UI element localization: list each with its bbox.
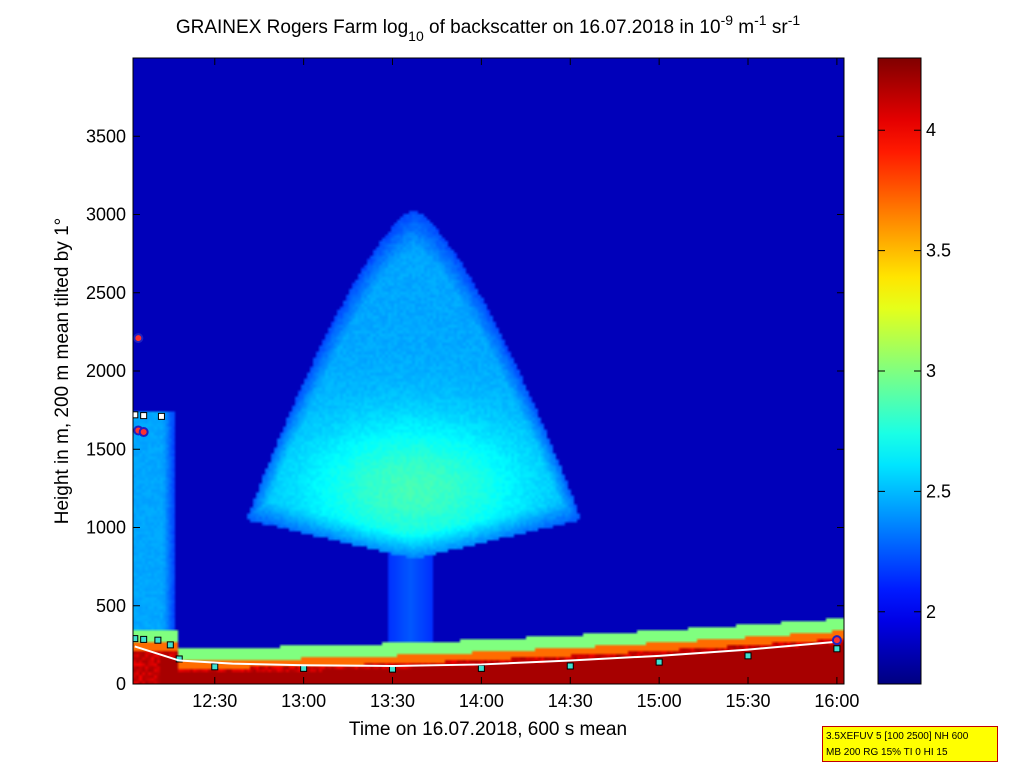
circle-marker xyxy=(138,427,149,438)
y-tick-label: 1500 xyxy=(86,439,126,459)
colorbar: 2 2.5 3 3.5 4 xyxy=(877,57,951,685)
x-axis-label: Time on 16.07.2018, 600 s mean xyxy=(349,719,627,740)
x-tick-label: 15:00 xyxy=(637,691,682,711)
square-marker xyxy=(477,664,485,672)
square-marker xyxy=(300,664,308,672)
colorbar-tick-label: 2.5 xyxy=(926,481,951,501)
square-marker xyxy=(833,645,841,653)
square-marker xyxy=(166,641,174,649)
colorbar-gradient xyxy=(878,58,921,684)
boundary-line xyxy=(134,640,837,668)
backscatter-heatmap xyxy=(133,58,844,684)
y-tick-label: 3000 xyxy=(86,205,126,225)
y-tick-label: 2000 xyxy=(86,361,126,381)
settings-info-box: 3.5XEFUV 5 [100 2500] NH 600 MB 200 RG 1… xyxy=(822,726,998,762)
x-tick-label: 15:30 xyxy=(725,691,770,711)
square-marker xyxy=(133,411,139,419)
colorbar-tick-label: 2 xyxy=(926,602,936,622)
title-superscript-2: -1 xyxy=(754,12,767,28)
colorbar-tick-label: 4 xyxy=(926,120,936,140)
y-axis-label: Height in m, 200 m mean tilted by 1° xyxy=(52,218,73,524)
y-tick-label: 3500 xyxy=(86,126,126,146)
square-marker xyxy=(133,635,139,643)
y-tick-label: 500 xyxy=(96,596,126,616)
circle-marker xyxy=(831,635,842,646)
circle-marker xyxy=(133,333,144,344)
square-marker xyxy=(140,635,148,643)
x-tick-label: 14:30 xyxy=(548,691,593,711)
square-marker xyxy=(655,658,663,666)
plot-area xyxy=(132,57,845,685)
square-marker xyxy=(211,663,219,671)
colorbar-ticks: 2 2.5 3 3.5 4 xyxy=(878,120,951,622)
y-tick-label: 2500 xyxy=(86,283,126,303)
title-subscript: 10 xyxy=(408,28,424,44)
y-axis-ticks: 0 500 1000 1500 2000 2500 3000 3500 xyxy=(86,126,844,694)
x-tick-label: 13:30 xyxy=(370,691,415,711)
square-marker xyxy=(389,665,397,673)
x-tick-label: 13:00 xyxy=(281,691,326,711)
square-marker xyxy=(744,652,752,660)
title-superscript-1: -9 xyxy=(721,12,734,28)
square-marker xyxy=(154,636,162,644)
y-tick-label: 0 xyxy=(116,674,126,694)
colorbar-tick-label: 3 xyxy=(926,361,936,381)
marker-layer xyxy=(133,333,842,673)
x-tick-label: 16:00 xyxy=(814,691,859,711)
chart-title: GRAINEX Rogers Farm log10 of backscatter… xyxy=(176,12,800,44)
info-line-1: 3.5XEFUV 5 [100 2500] NH 600 xyxy=(826,731,969,742)
square-marker xyxy=(157,412,165,420)
info-line-2: MB 200 RG 15% TI 0 HI 15 xyxy=(826,747,948,758)
title-superscript-3: -1 xyxy=(788,12,801,28)
square-marker xyxy=(140,412,148,420)
x-tick-label: 12:30 xyxy=(192,691,237,711)
colorbar-tick-label: 3.5 xyxy=(926,241,951,261)
x-axis-ticks: 12:30 13:00 13:30 14:00 14:30 15:00 15:30 16:00 xyxy=(192,58,859,711)
square-marker xyxy=(566,662,574,670)
x-tick-label: 14:00 xyxy=(459,691,504,711)
y-tick-label: 1000 xyxy=(86,518,126,538)
